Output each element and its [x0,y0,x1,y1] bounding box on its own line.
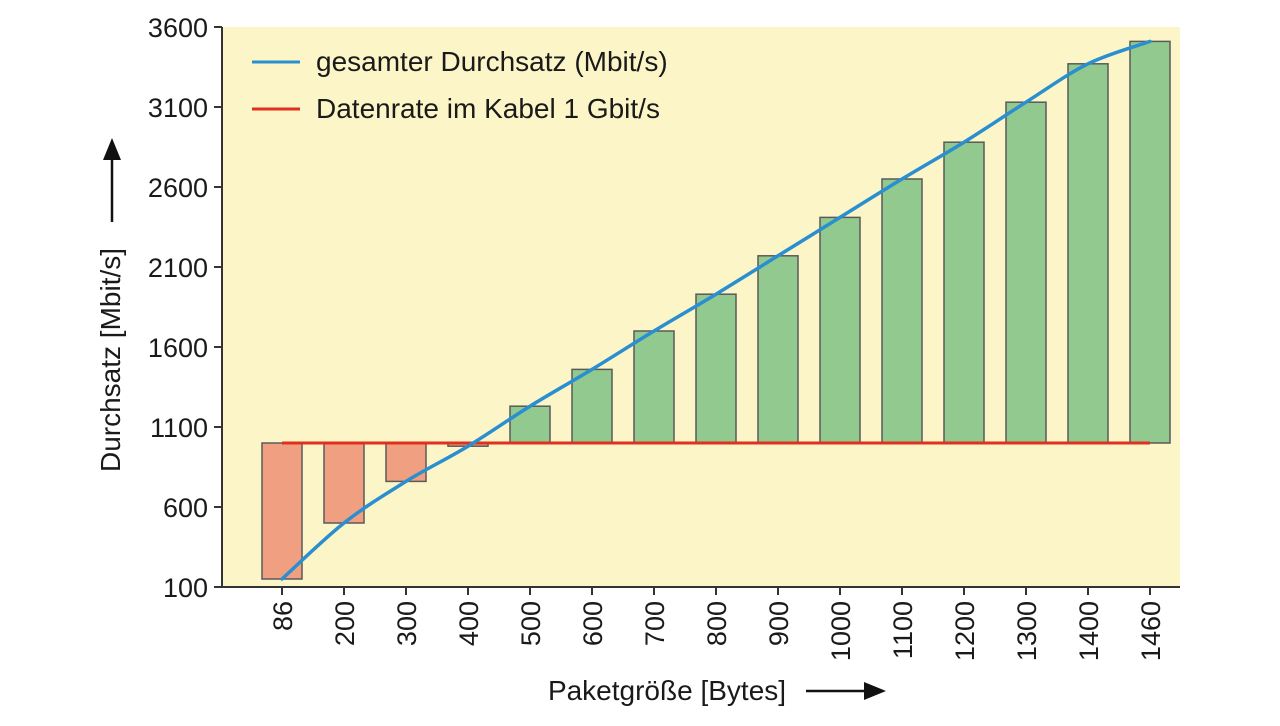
x-tick-label-1100: 1100 [888,601,918,659]
x-tick-label-600: 600 [578,601,608,646]
y-tick-label-100: 100 [163,573,208,603]
y-ticks-group: 100 600 1100 1600 2100 2600 3100 3600 [148,13,222,603]
bar-1000 [819,216,861,444]
bar-300 [385,442,427,483]
x-axis-label: Paketgröße [Bytes] [548,675,786,706]
y-axis-arrow-head-icon [103,138,121,160]
y-tick-label-1600: 1600 [148,333,208,363]
x-tick-label-1460: 1460 [1136,601,1166,661]
x-tick-label-1300: 1300 [1012,601,1042,661]
x-ticks-group: 86 200 300 400 500 600 700 800 900 1000 1100 1200 13… [268,587,1166,661]
axes-group [221,27,1180,588]
x-tick-label-1000: 1000 [826,601,856,661]
bars-group [261,40,1171,580]
bar-86 [261,442,303,580]
y-tick-label-600: 600 [163,493,208,523]
bar-700 [633,330,675,444]
x-tick-label-700: 700 [640,601,670,646]
y-tick-label-3600: 3600 [148,13,208,43]
x-tick-label-300: 300 [392,601,422,646]
bar-1200 [943,141,985,444]
x-tick-label-1400: 1400 [1074,601,1104,661]
x-tick-label-400: 400 [454,601,484,646]
x-tick-label-500: 500 [516,601,546,646]
bar-600 [571,368,613,444]
series-line-gesamter-durchsatz [280,39,1152,581]
y-tick-label-1100: 1100 [150,413,208,443]
legend-label-gesamter-durchsatz: gesamter Durchsatz (Mbit/s) [316,46,668,77]
y-tick-label-2100: 2100 [148,253,208,283]
y-tick-label-2600: 2600 [148,173,208,203]
y-axis-label: Durchsatz [Mbit/s] [95,248,126,472]
x-tick-label-1200: 1200 [950,601,980,661]
legend: gesamter Durchsatz (Mbit/s) Datenrate im … [252,46,668,124]
bar-900 [757,255,799,444]
bar-1400 [1067,63,1109,444]
x-tick-label-86: 86 [268,601,298,631]
bar-1460 [1129,40,1171,444]
bar-800 [695,293,737,444]
bar-1300 [1005,101,1047,444]
y-tick-label-3100: 3100 [148,93,208,123]
x-tick-label-800: 800 [702,601,732,646]
x-axis-arrow-head-icon [864,682,886,700]
lines-group [280,39,1152,581]
bar-500 [509,405,551,444]
legend-label-datenrate: Datenrate im Kabel 1 Gbit/s [316,93,660,124]
x-tick-label-200: 200 [330,601,360,646]
bar-1100 [881,178,923,444]
x-tick-label-900: 900 [764,601,794,646]
